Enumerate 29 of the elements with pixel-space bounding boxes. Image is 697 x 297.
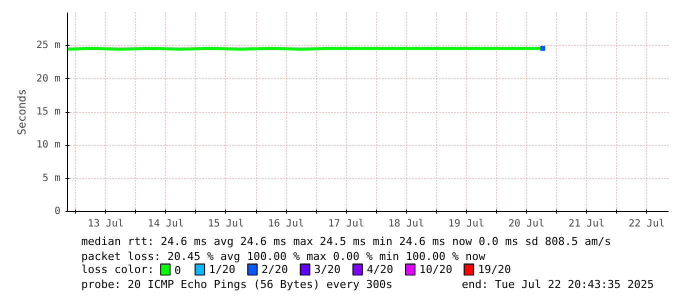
legend-label: 19/20 — [478, 263, 512, 276]
y-tick-label: 5 m — [42, 172, 60, 184]
y-tick-label: 0 — [54, 206, 61, 217]
y-tick-label: 20 m — [36, 73, 61, 84]
text: end: Tue Jul 22 20:43:35 2025 — [462, 278, 654, 291]
text: packet loss: 20.45 % avg 100.00 % max 0.00 % min 100.00 % now — [81, 250, 486, 263]
y-tick-label: 15 m — [36, 106, 61, 118]
legend-label: 4/20 — [366, 263, 394, 276]
legend-label: 3/20 — [314, 263, 341, 276]
y-axis-title: Seconds — [15, 88, 28, 136]
legend-label: 0 — [174, 264, 182, 277]
y-tick-label: 10 m — [36, 140, 61, 151]
legend-label: 10/20 — [419, 263, 452, 276]
text: median rtt: 24.6 ms avg 24.6 ms max 24.5 ms min 24.6 ms now 0.0 ms sd 808.5 am/s — [81, 235, 612, 248]
y-tick-label: 25 m — [36, 40, 61, 52]
x-tick-label: 15 Jul — [208, 218, 244, 230]
x-tick-label: 13 Jul — [88, 218, 124, 230]
x-tick-label: 18 Jul — [388, 218, 424, 230]
x-tick-label: 14 Jul — [148, 218, 184, 230]
x-tick-label: 22 Jul — [628, 218, 665, 230]
legend-label: 1/20 — [208, 263, 236, 276]
x-tick-label: 20 Jul — [508, 218, 545, 230]
x-tick-label: 21 Jul — [568, 218, 605, 230]
legend-title: loss color: — [81, 263, 154, 276]
x-tick-label: 19 Jul — [448, 218, 484, 230]
text: probe: 20 ICMP Echo Pings (56 Bytes) every 300s — [81, 278, 393, 291]
x-tick-label: 16 Jul — [268, 218, 304, 230]
legend-label: 2/20 — [262, 263, 288, 276]
x-tick-label: 17 Jul — [328, 218, 364, 230]
